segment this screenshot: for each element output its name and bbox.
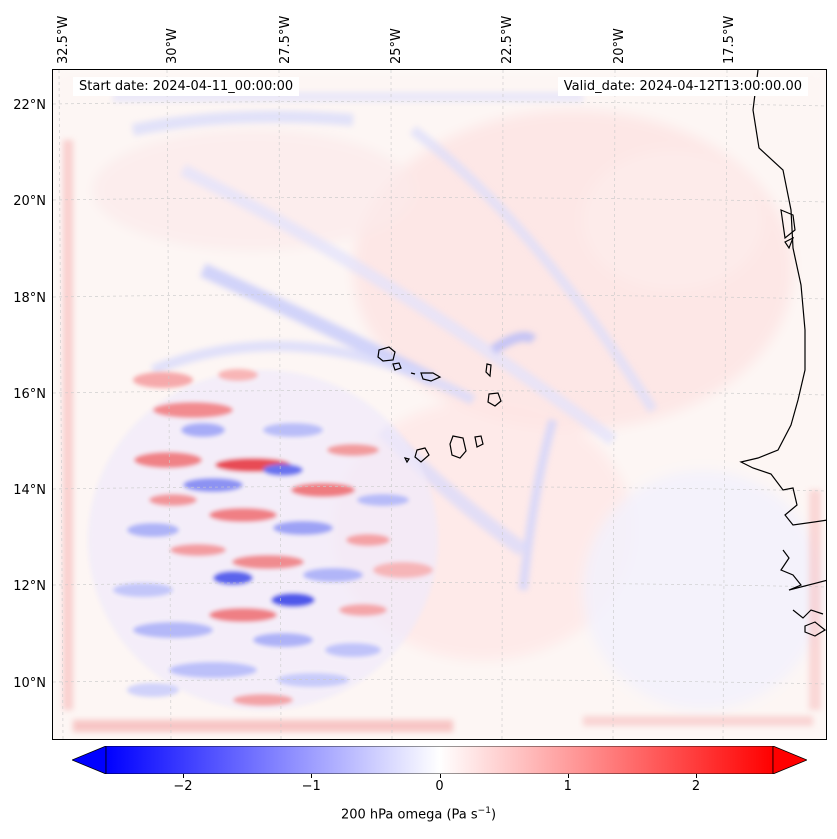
lon-label-17-5w: 17.5°W	[722, 15, 737, 64]
colorbar-tick-label: 1	[563, 779, 572, 794]
cabo-verde-islands	[377, 346, 502, 464]
lon-label-25w: 25°W	[389, 28, 404, 64]
lon-label-32-5w: 32.5°W	[56, 15, 71, 64]
start-date-annotation: Start date: 2024-04-11_00:00:00	[73, 77, 300, 96]
lon-label-20w: 20°W	[612, 28, 627, 64]
colorbar-body	[105, 745, 774, 775]
colorbar-title: 200 hPa omega (Pa s−1)	[0, 806, 837, 822]
african-coastline	[739, 70, 826, 637]
colorbar	[70, 745, 809, 775]
lat-label-22n: 22°N	[13, 98, 46, 113]
boundary-stripes	[63, 92, 821, 732]
colorbar-tick-mark	[182, 774, 184, 778]
colorbar-tick-mark	[696, 774, 698, 778]
lat-label-14n: 14°N	[13, 483, 46, 498]
lat-label-10n: 10°N	[13, 676, 46, 691]
map-panel[interactable]	[52, 69, 827, 740]
convective-patch	[88, 369, 438, 710]
lon-label-27-5w: 27.5°W	[278, 15, 293, 64]
lat-label-16n: 16°N	[13, 387, 46, 402]
lat-label-18n: 18°N	[13, 291, 46, 306]
colorbar-tick-mark	[439, 774, 441, 778]
graticule	[53, 70, 826, 739]
omega-field-map	[53, 70, 826, 739]
colorbar-tick-label: −2	[173, 779, 193, 794]
colorbar-tick-mark	[311, 774, 313, 778]
colorbar-graphic	[70, 745, 809, 775]
colorbar-title-exponent: −1	[477, 806, 491, 816]
colorbar-title-suffix: )	[490, 807, 497, 823]
colorbar-title-prefix: 200 hPa omega (Pa s	[340, 807, 478, 823]
colorbar-tick-label: 0	[435, 779, 444, 794]
colorbar-extend-min	[70, 745, 107, 775]
colorbar-tick-label: −1	[301, 779, 321, 794]
lon-label-30w: 30°W	[165, 28, 180, 64]
lat-label-20n: 20°N	[13, 194, 46, 209]
valid-date-annotation: Valid_date: 2024-04-12T13:00:00.00	[557, 77, 808, 96]
colorbar-tick-label: 2	[691, 779, 701, 794]
colorbar-extend-max	[772, 745, 809, 775]
lat-label-12n: 12°N	[13, 579, 46, 594]
lon-label-22-5w: 22.5°W	[500, 15, 515, 64]
colorbar-tick-mark	[567, 774, 569, 778]
